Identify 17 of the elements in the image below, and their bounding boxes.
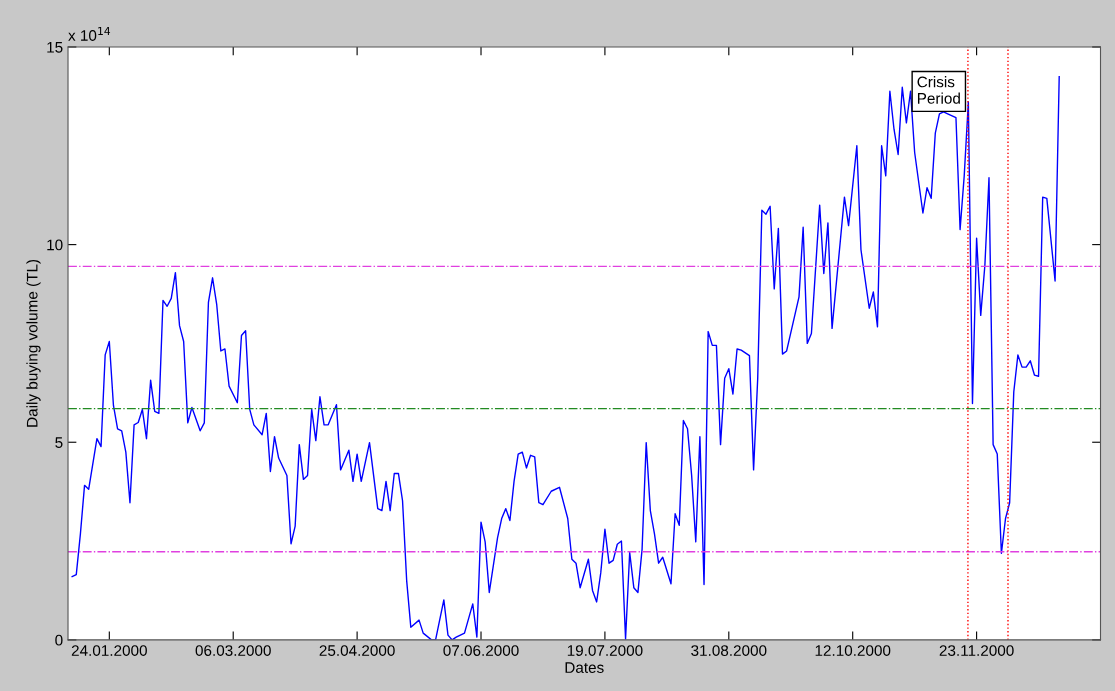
y-tick-label: 5	[55, 437, 63, 448]
x-tick-label: 07.06.2000	[443, 645, 519, 656]
annotation: Crisis Period	[917, 76, 960, 104]
y-tick-label: 10	[47, 239, 63, 251]
x-tick-label: 24.01.2000	[71, 645, 147, 656]
x-tick-label: 06.03.2000	[195, 645, 271, 656]
y-axis-title: Daily buying volume (TL)	[26, 259, 41, 427]
x-tick-label: 25.04.2000	[319, 645, 395, 656]
y-tick-label: 0	[55, 634, 63, 646]
x-axis-title: Dates	[565, 662, 604, 673]
x-tick-label: 19.07.2000	[567, 645, 643, 656]
y-tick-label: 15	[47, 42, 63, 53]
text: x 10$^{14}$	[68, 27, 111, 41]
x-tick-label: 31.08.2000	[691, 645, 767, 656]
x-tick-label: 23.11.2000	[939, 645, 1014, 656]
line-series	[71, 75, 1060, 640]
x-tick-label: 12.10.2000	[815, 645, 891, 656]
